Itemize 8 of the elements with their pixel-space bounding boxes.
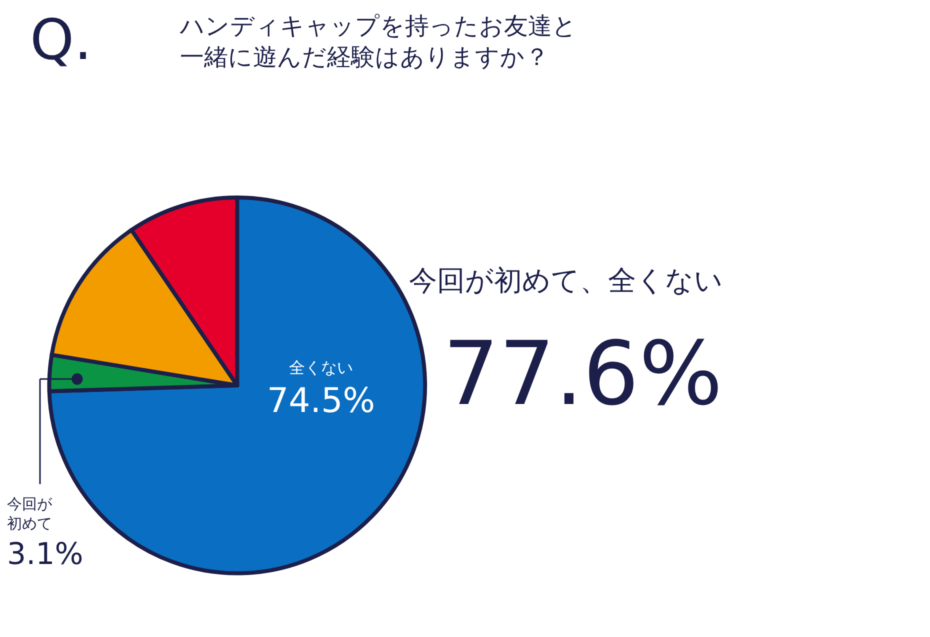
slice-label: 全くない bbox=[289, 358, 353, 377]
chart-title: Q. bbox=[30, 8, 92, 73]
slice-label: 今回が初めて bbox=[7, 495, 53, 532]
text: 77.6% bbox=[443, 322, 723, 425]
text: 今回が初めて、全くない bbox=[409, 264, 723, 297]
chart-subtitle: ハンディキャップを持ったお友達と一緒に遊んだ経験はありますか？ bbox=[179, 12, 577, 72]
data-label: 3.1% bbox=[7, 537, 84, 572]
data-label: 74.5% bbox=[267, 381, 376, 421]
